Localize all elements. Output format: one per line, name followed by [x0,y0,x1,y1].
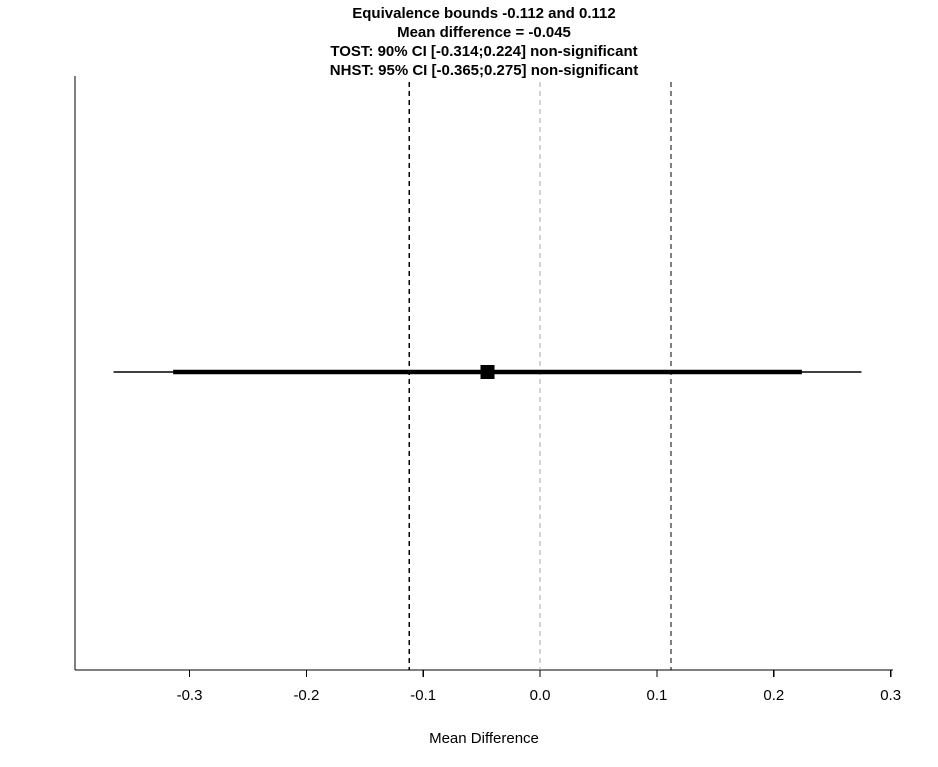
x-tick-label: 0.0 [530,687,551,704]
title-line-equivalence-bounds: Equivalence bounds -0.112 and 0.112 [352,5,615,22]
mean-difference-marker [480,365,495,379]
x-tick-label: -0.3 [177,687,203,704]
x-tick-label: -0.2 [293,687,319,704]
title-line-tost-ci: TOST: 90% CI [-0.314;0.224] non-signific… [330,43,637,60]
x-tick-label: 0.2 [763,687,784,704]
x-axis-label: Mean Difference [429,730,539,747]
x-tick-label: 0.3 [880,687,901,704]
x-tick-label: 0.1 [647,687,668,704]
title-line-mean-difference: Mean difference = -0.045 [397,24,571,41]
title-line-nhst-ci: NHST: 95% CI [-0.365;0.275] non-signific… [330,62,638,79]
x-tick-label: -0.1 [410,687,436,704]
